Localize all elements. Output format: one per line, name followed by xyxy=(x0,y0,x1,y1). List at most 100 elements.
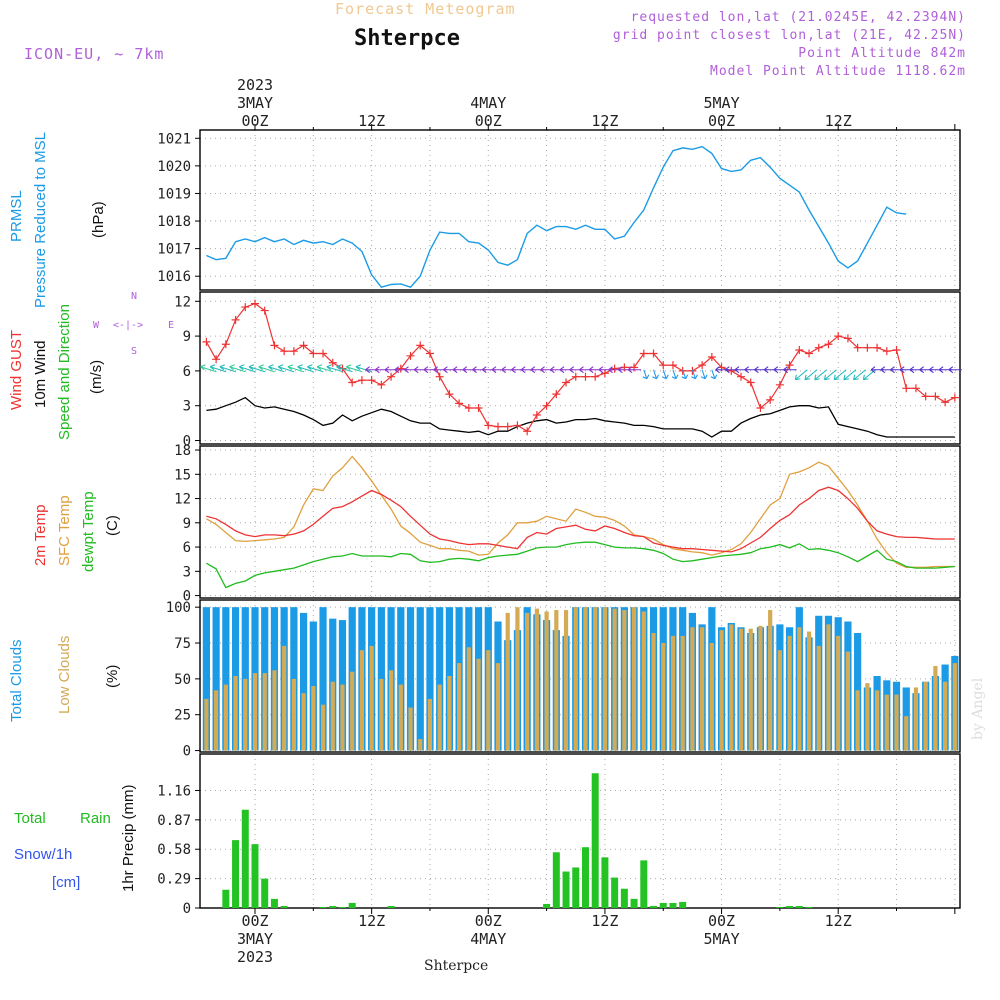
low-cloud-bar xyxy=(651,632,656,751)
precip-bar xyxy=(338,906,346,908)
low-cloud-bar xyxy=(913,687,919,751)
low-cloud-bar xyxy=(700,627,705,751)
gust-marker xyxy=(357,376,366,385)
precip-bar xyxy=(650,905,658,908)
gust-marker xyxy=(795,346,804,355)
panel-frame xyxy=(199,753,961,909)
y-tick-label: 0.87 xyxy=(157,813,191,829)
low-cloud-bar xyxy=(534,608,539,751)
low-cloud-bar xyxy=(933,665,938,751)
precip-snow-label: Snow/1h xyxy=(14,846,73,863)
gust-marker xyxy=(299,341,308,350)
wind-direction-arrow xyxy=(710,369,718,380)
gust-marker xyxy=(280,347,289,356)
gust-marker xyxy=(319,349,328,358)
y-tick-label: 0 xyxy=(183,589,191,605)
wind-direction-arrow xyxy=(238,364,256,373)
wind-direction-arrow xyxy=(652,369,660,380)
wind-direction-arrow xyxy=(814,369,828,381)
gust-marker xyxy=(241,303,250,312)
y-tick-label: 1021 xyxy=(157,131,191,147)
low-cloud-bar xyxy=(272,670,277,751)
gust-marker xyxy=(562,378,571,387)
low-cloud-bar xyxy=(709,643,714,751)
y-tick-label: 0 xyxy=(183,901,191,917)
precip-bar xyxy=(581,847,589,908)
low-cloud-bar xyxy=(612,608,617,751)
low-cloud-bar xyxy=(719,630,724,751)
y-tick-label: 75 xyxy=(174,636,191,652)
panel-frame xyxy=(199,129,961,291)
low-cloud-bar xyxy=(602,607,608,751)
gust-marker xyxy=(571,372,580,381)
y-tick-label: 0 xyxy=(183,744,191,760)
low-cloud-bar xyxy=(797,627,802,751)
gust-marker xyxy=(387,372,396,381)
gust-marker xyxy=(649,349,658,358)
time-axis-label: 00Z xyxy=(475,912,502,930)
y-tick-label: 1019 xyxy=(157,186,191,202)
y-tick-label: 9 xyxy=(183,329,191,345)
gust-marker xyxy=(737,372,745,381)
low-cloud-bar xyxy=(369,645,374,751)
precip-bar xyxy=(552,852,560,908)
gust-marker xyxy=(455,399,464,408)
precip-bar xyxy=(776,906,784,908)
y-tick-label: 12 xyxy=(174,294,191,310)
gust-marker xyxy=(659,361,668,370)
low-cloud-bar xyxy=(330,681,335,751)
precip-bar xyxy=(669,902,677,908)
low-cloud-bar xyxy=(641,611,646,751)
precip-bar xyxy=(620,888,628,908)
precip-bar xyxy=(348,902,356,908)
wind-speed-line xyxy=(206,396,955,438)
low-cloud-bar xyxy=(340,684,345,751)
dewpt-line xyxy=(206,541,955,589)
precip-snow-unit-label: [cm] xyxy=(52,874,81,891)
wind-direction-arrow xyxy=(355,364,373,373)
low-cloud-bar xyxy=(748,628,753,751)
time-axis-label: 00Z xyxy=(708,112,735,130)
gust-marker xyxy=(921,392,930,401)
low-cloud-bar xyxy=(408,707,413,751)
gust-marker xyxy=(814,343,823,352)
low-cloud-bar xyxy=(544,611,549,751)
y-tick-label: 50 xyxy=(174,672,191,688)
location-title: Shterpce xyxy=(354,26,460,51)
precip-bar xyxy=(601,857,609,908)
gust-marker xyxy=(805,349,814,358)
precip-bar xyxy=(319,906,327,908)
low-cloud-bar xyxy=(661,643,666,751)
gust-marker xyxy=(202,337,211,346)
gust-marker xyxy=(260,306,269,315)
gust-marker xyxy=(775,380,784,389)
low-cloud-bar xyxy=(350,671,355,751)
wind-direction-arrow xyxy=(316,364,334,373)
gust-marker xyxy=(474,404,483,413)
low-cloud-bar xyxy=(418,739,423,751)
y-tick-label: 100 xyxy=(166,600,191,616)
y-tick-label: 1020 xyxy=(157,159,191,175)
y-tick-label: 0.29 xyxy=(157,872,191,888)
low-cloud-bar xyxy=(690,627,695,751)
y-tick-label: 1017 xyxy=(157,242,191,258)
time-axis-label: 4MAY xyxy=(470,94,506,112)
wind-direction-arrow xyxy=(306,364,324,373)
prmsl-line xyxy=(206,145,907,289)
y-tick-label: 0.58 xyxy=(157,842,191,858)
low-cloud-bar xyxy=(243,678,248,751)
gust-marker xyxy=(873,343,882,352)
wind-direction-arrow xyxy=(948,366,962,374)
gust-marker xyxy=(727,366,736,375)
grid-point-coords: grid point closest lon,lat (21E, 42.25N) xyxy=(612,28,966,43)
wind-direction-arrow xyxy=(268,364,285,373)
wind-direction-arrow xyxy=(843,369,857,381)
precip-bar xyxy=(241,809,249,908)
low-cloud-bar xyxy=(952,663,957,751)
low-cloud-bar xyxy=(670,635,676,751)
low-cloud-bar xyxy=(379,678,384,751)
precip-bar xyxy=(387,905,395,908)
low-cloud-bar xyxy=(486,650,491,751)
gust-marker xyxy=(445,390,454,399)
gust-marker xyxy=(396,364,405,373)
